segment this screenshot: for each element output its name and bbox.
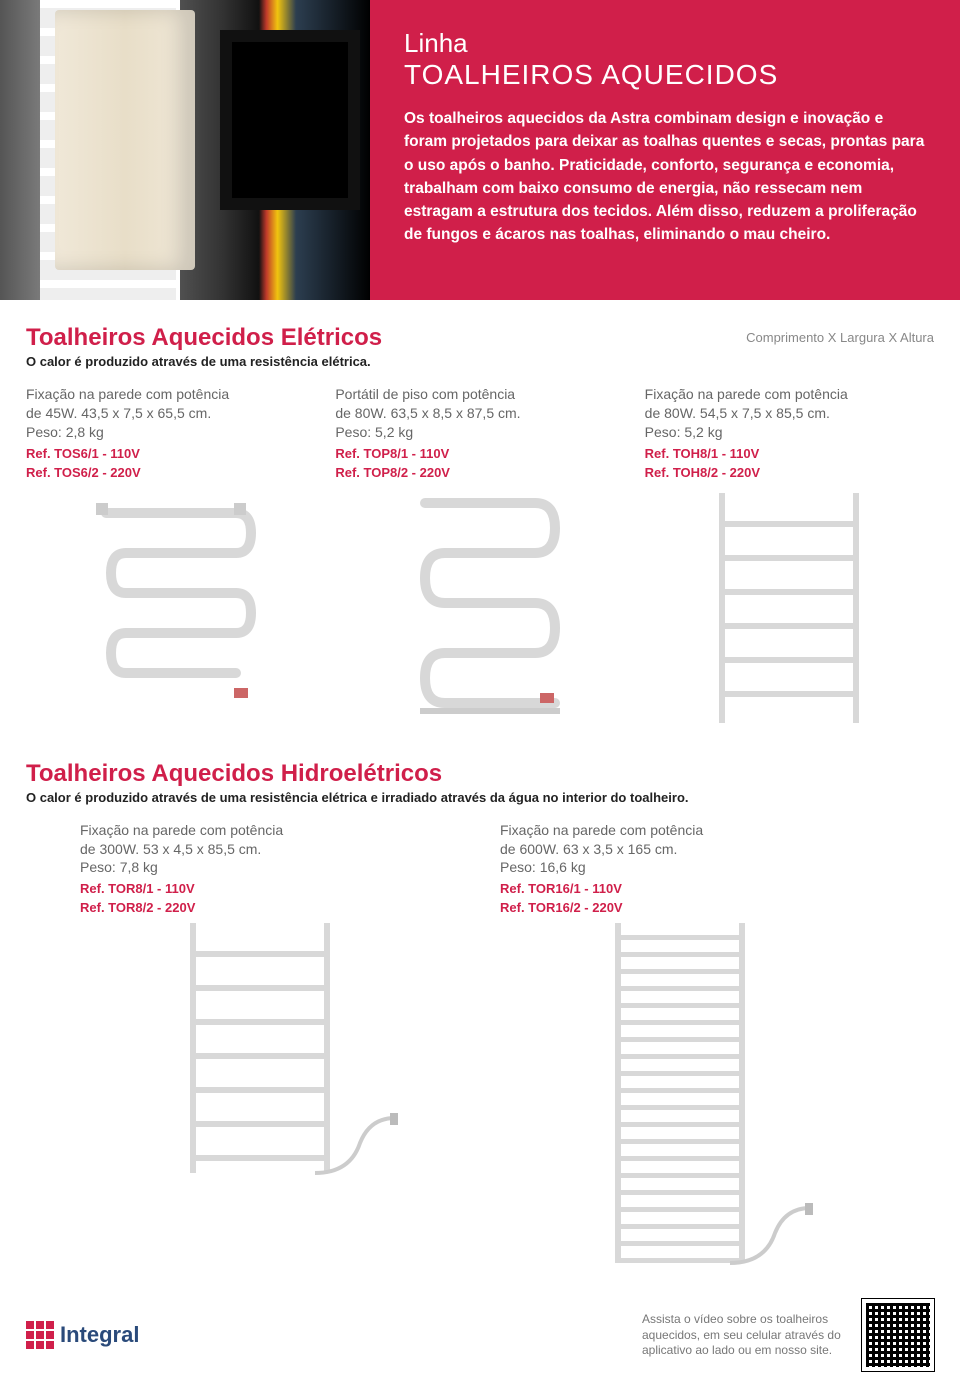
brand-name: Integral — [60, 1322, 139, 1348]
product-card: Portátil de piso com potência de 80W. 63… — [335, 385, 624, 728]
product-image — [500, 923, 860, 1283]
section1-subtitle: O calor é produzido através de uma resis… — [26, 354, 934, 369]
product-line: Fixação na parede com potência — [80, 821, 440, 840]
product-line: Peso: 5,2 kg — [645, 423, 934, 442]
section2-title: Toalheiros Aquecidos Hidroelétricos — [26, 760, 934, 788]
product-line: de 80W. 54,5 x 7,5 x 85,5 cm. — [645, 404, 934, 423]
ladder-rack-icon — [719, 493, 859, 723]
footer-video-text: Assista o vídeo sobre os toalheiros aque… — [642, 1312, 842, 1359]
product-ref: Ref. TOR16/1 - 110V — [500, 881, 860, 896]
product-image — [26, 488, 315, 728]
product-card: Fixação na parede com potência de 80W. 5… — [645, 385, 934, 728]
product-line: Peso: 2,8 kg — [26, 423, 315, 442]
product-line: de 45W. 43,5 x 7,5 x 65,5 cm. — [26, 404, 315, 423]
product-ref: Ref. TOR8/2 - 220V — [80, 900, 440, 915]
section-hidroeletricos: Toalheiros Aquecidos Hidroelétricos O ca… — [0, 736, 960, 1292]
product-ref: Ref. TOP8/2 - 220V — [335, 465, 624, 480]
product-ref: Ref. TOH8/1 - 110V — [645, 446, 934, 461]
section2-row: Fixação na parede com potência de 300W. … — [26, 821, 934, 1284]
product-card: Fixação na parede com potência de 600W. … — [500, 821, 860, 1284]
product-line: Portátil de piso com potência — [335, 385, 624, 404]
product-line: Peso: 16,6 kg — [500, 858, 860, 877]
product-line: Peso: 7,8 kg — [80, 858, 440, 877]
qr-code-icon — [862, 1299, 934, 1371]
hero-text-block: Linha TOALHEIROS AQUECIDOS Os toalheiros… — [370, 0, 960, 300]
product-image — [80, 923, 440, 1203]
product-line: de 300W. 53 x 4,5 x 85,5 cm. — [80, 840, 440, 859]
power-cord-icon — [725, 1203, 815, 1273]
hero-line1: Linha — [404, 28, 926, 59]
product-line: Peso: 5,2 kg — [335, 423, 624, 442]
page-footer: Integral Assista o vídeo sobre os toalhe… — [0, 1291, 960, 1387]
logo-grid-icon — [26, 1321, 54, 1349]
hero-line2: TOALHEIROS AQUECIDOS — [404, 59, 926, 91]
product-image — [645, 488, 934, 728]
section1-row: Fixação na parede com potência de 45W. 4… — [26, 385, 934, 728]
coil-rack-floor-icon — [395, 493, 565, 723]
brand-logo: Integral — [26, 1321, 139, 1349]
hero-body: Os toalheiros aquecidos da Astra combina… — [404, 107, 926, 247]
product-ref: Ref. TOH8/2 - 220V — [645, 465, 934, 480]
ladder-rack-icon — [190, 923, 330, 1173]
section2-subtitle: O calor é produzido através de uma resis… — [26, 790, 934, 805]
power-cord-icon — [310, 1113, 400, 1183]
coil-rack-icon — [86, 493, 256, 723]
hero-photo — [0, 0, 370, 300]
product-line: Fixação na parede com potência — [645, 385, 934, 404]
product-line: de 600W. 63 x 3,5 x 165 cm. — [500, 840, 860, 859]
product-ref: Ref. TOP8/1 - 110V — [335, 446, 624, 461]
product-card: Fixação na parede com potência de 45W. 4… — [26, 385, 315, 728]
section-eletricos: Comprimento X Largura X Altura Toalheiro… — [0, 300, 960, 736]
product-ref: Ref. TOR8/1 - 110V — [80, 881, 440, 896]
product-image — [335, 488, 624, 728]
product-line: Fixação na parede com potência — [500, 821, 860, 840]
product-ref: Ref. TOS6/1 - 110V — [26, 446, 315, 461]
product-line: de 80W. 63,5 x 8,5 x 87,5 cm. — [335, 404, 624, 423]
hero-banner: Linha TOALHEIROS AQUECIDOS Os toalheiros… — [0, 0, 960, 300]
product-ref: Ref. TOR16/2 - 220V — [500, 900, 860, 915]
product-ref: Ref. TOS6/2 - 220V — [26, 465, 315, 480]
product-card: Fixação na parede com potência de 300W. … — [80, 821, 440, 1284]
product-line: Fixação na parede com potência — [26, 385, 315, 404]
dims-label: Comprimento X Largura X Altura — [746, 330, 934, 345]
